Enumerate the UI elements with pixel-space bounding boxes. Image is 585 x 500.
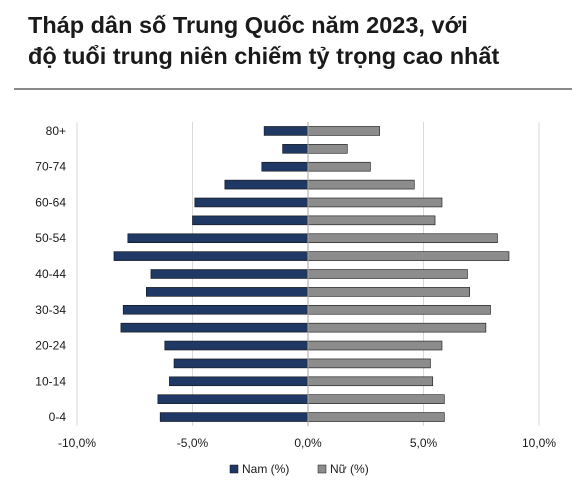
bar-female bbox=[307, 358, 431, 369]
bar-female bbox=[307, 251, 510, 261]
legend: Nam (%) Nữ (%) bbox=[229, 462, 369, 476]
bar-female bbox=[307, 233, 498, 244]
y-tick-label: 10-14 bbox=[35, 374, 66, 388]
bar-male bbox=[113, 251, 309, 261]
chart-title: Tháp dân số Trung Quốc năm 2023, với độ … bbox=[28, 10, 573, 72]
bar-female bbox=[307, 179, 415, 190]
x-tick-label: 5,0% bbox=[410, 436, 438, 450]
y-tick-label: 50-54 bbox=[35, 231, 66, 245]
bar-male bbox=[263, 126, 309, 136]
y-tick-label: 70-74 bbox=[35, 160, 66, 174]
bar-male bbox=[120, 322, 309, 333]
bar-female bbox=[307, 126, 380, 136]
title-line-2: độ tuổi trung niên chiếm tỷ trọng cao nh… bbox=[28, 43, 500, 69]
y-tick-label: 30-34 bbox=[35, 303, 66, 317]
bar-male bbox=[146, 287, 309, 297]
bar-male bbox=[122, 304, 309, 315]
bar-male bbox=[192, 215, 309, 226]
legend-swatch-male bbox=[229, 464, 239, 474]
x-tick-label: 10,0% bbox=[522, 436, 556, 450]
x-tick-label: -10,0% bbox=[58, 436, 96, 450]
bar-female bbox=[307, 376, 434, 387]
bar-female bbox=[307, 322, 487, 333]
bar-female bbox=[307, 161, 371, 172]
bar-male bbox=[173, 358, 309, 369]
bar-female bbox=[307, 144, 348, 154]
bar-male bbox=[127, 233, 309, 244]
bar-female bbox=[307, 287, 470, 297]
x-tick-label: -5,0% bbox=[177, 436, 209, 450]
bar-female bbox=[307, 340, 443, 351]
y-tick-label: 80+ bbox=[46, 124, 66, 138]
bar-female bbox=[307, 304, 491, 315]
bar-male bbox=[282, 144, 309, 154]
y-tick-label: 40-44 bbox=[35, 267, 66, 281]
axes: 80+ 70-74 60-64 50-54 40-44 30-34 20-24 10-14 0-… bbox=[35, 122, 556, 450]
y-tick-label: 60-64 bbox=[35, 195, 66, 209]
bar-female bbox=[307, 394, 445, 404]
bar-male bbox=[169, 376, 309, 387]
bar-male bbox=[224, 179, 309, 190]
bar-female bbox=[307, 412, 445, 422]
bar-female bbox=[307, 215, 436, 226]
bar-male bbox=[157, 394, 309, 404]
y-tick-label: 0-4 bbox=[49, 410, 67, 424]
legend-label-male: Nam (%) bbox=[242, 462, 289, 476]
bar-male bbox=[261, 161, 309, 172]
bar-male bbox=[159, 412, 309, 422]
bar-female bbox=[307, 197, 443, 208]
y-tick-label: 20-24 bbox=[35, 339, 66, 353]
bar-male bbox=[150, 269, 309, 279]
bar-male bbox=[164, 340, 309, 351]
bar-male bbox=[194, 197, 309, 208]
title-line-1: Tháp dân số Trung Quốc năm 2023, với bbox=[28, 12, 468, 38]
bars bbox=[113, 126, 510, 422]
legend-label-female: Nữ (%) bbox=[330, 462, 369, 476]
bar-female bbox=[307, 269, 468, 279]
x-tick-label: 0,0% bbox=[294, 436, 322, 450]
legend-swatch-female bbox=[317, 464, 327, 474]
title-divider bbox=[14, 88, 572, 90]
